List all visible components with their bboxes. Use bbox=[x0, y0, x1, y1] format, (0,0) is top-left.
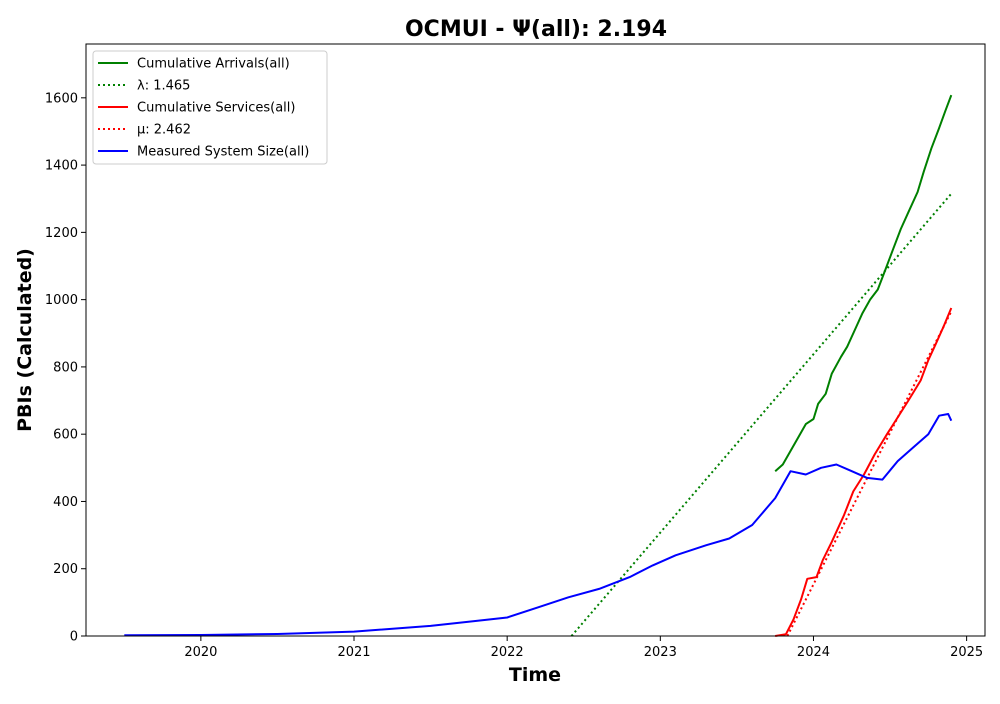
x-tick-label: 2021 bbox=[337, 645, 370, 660]
x-tick-label: 2020 bbox=[184, 645, 217, 660]
y-tick-label: 1600 bbox=[45, 91, 78, 106]
y-tick-label: 0 bbox=[70, 630, 78, 645]
series-line-3 bbox=[786, 310, 953, 637]
legend-label: Cumulative Services(all) bbox=[137, 101, 295, 116]
x-tick-label: 2025 bbox=[950, 645, 983, 660]
series-layer bbox=[124, 94, 953, 637]
legend-label: μ: 2.462 bbox=[137, 123, 191, 138]
x-tick-label: 2023 bbox=[644, 645, 677, 660]
y-tick-label: 1200 bbox=[45, 226, 78, 241]
x-tick-label: 2024 bbox=[797, 645, 830, 660]
chart-title: OCMUI - Ψ(all): 2.194 bbox=[405, 17, 667, 42]
x-axis-label: Time bbox=[509, 664, 561, 686]
y-axis-label: PBIs (Calculated) bbox=[14, 248, 36, 432]
plot-frame bbox=[85, 43, 986, 637]
x-tick-label: 2022 bbox=[491, 645, 524, 660]
y-tick-label: 1400 bbox=[45, 159, 78, 174]
series-line-1 bbox=[570, 193, 953, 637]
y-tick-label: 800 bbox=[53, 360, 78, 375]
y-tick-label: 600 bbox=[53, 428, 78, 443]
y-tick-label: 400 bbox=[53, 495, 78, 510]
series-line-0 bbox=[774, 94, 953, 472]
legend-label: Cumulative Arrivals(all) bbox=[137, 57, 290, 72]
series-line-4 bbox=[124, 413, 953, 637]
series-line-2 bbox=[775, 307, 953, 637]
y-tick-label: 200 bbox=[53, 562, 78, 577]
y-axis: 0 200 400 600 800 1000 1200 1400 1600 bbox=[45, 91, 86, 645]
legend-label: λ: 1.465 bbox=[137, 79, 190, 94]
legend-label: Measured System Size(all) bbox=[137, 145, 309, 160]
y-tick-label: 1000 bbox=[45, 293, 78, 308]
legend: Cumulative Arrivals(all) λ: 1.465 Cumulati… bbox=[92, 50, 328, 165]
x-axis: 2020 2021 2022 2023 2024 2025 bbox=[184, 636, 983, 660]
legend-box bbox=[92, 50, 328, 165]
